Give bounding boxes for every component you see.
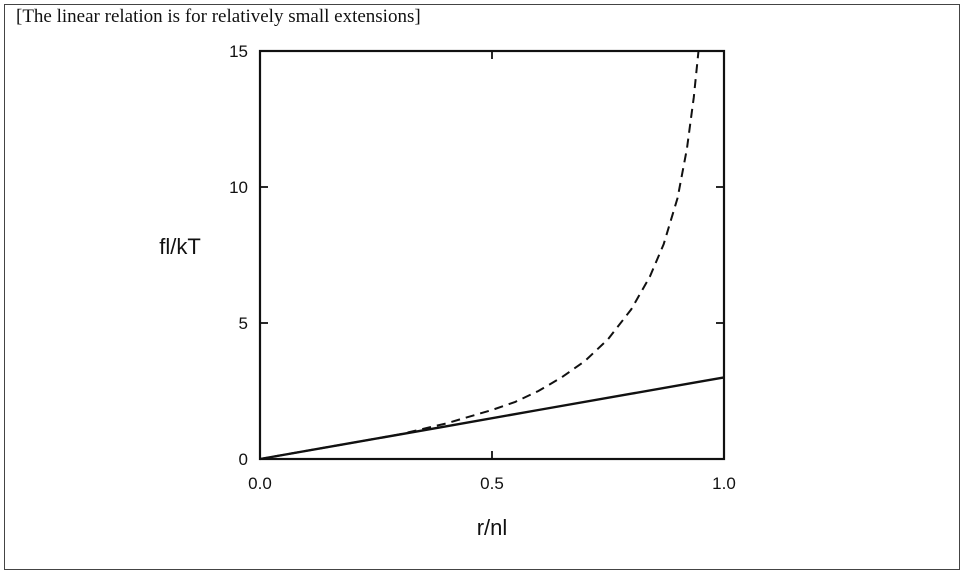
x-axis: 0.0 0.5 1.0 <box>248 51 736 493</box>
x-axis-label: r/nl <box>477 515 508 540</box>
series-layer <box>260 51 724 459</box>
x-tick-label: 0.0 <box>248 474 272 493</box>
x-tick-label: 1.0 <box>712 474 736 493</box>
y-tick-label: 15 <box>229 42 248 61</box>
y-axis-label: fl/kT <box>159 234 201 259</box>
y-tick-label: 5 <box>239 314 248 333</box>
y-axis: 0 5 10 15 <box>229 42 724 469</box>
plot-area-frame <box>260 51 724 459</box>
dashed-series-line <box>260 51 699 459</box>
y-tick-label: 0 <box>239 450 248 469</box>
x-tick-label: 0.5 <box>480 474 504 493</box>
solid-series-line <box>260 377 724 459</box>
y-tick-label: 10 <box>229 178 248 197</box>
